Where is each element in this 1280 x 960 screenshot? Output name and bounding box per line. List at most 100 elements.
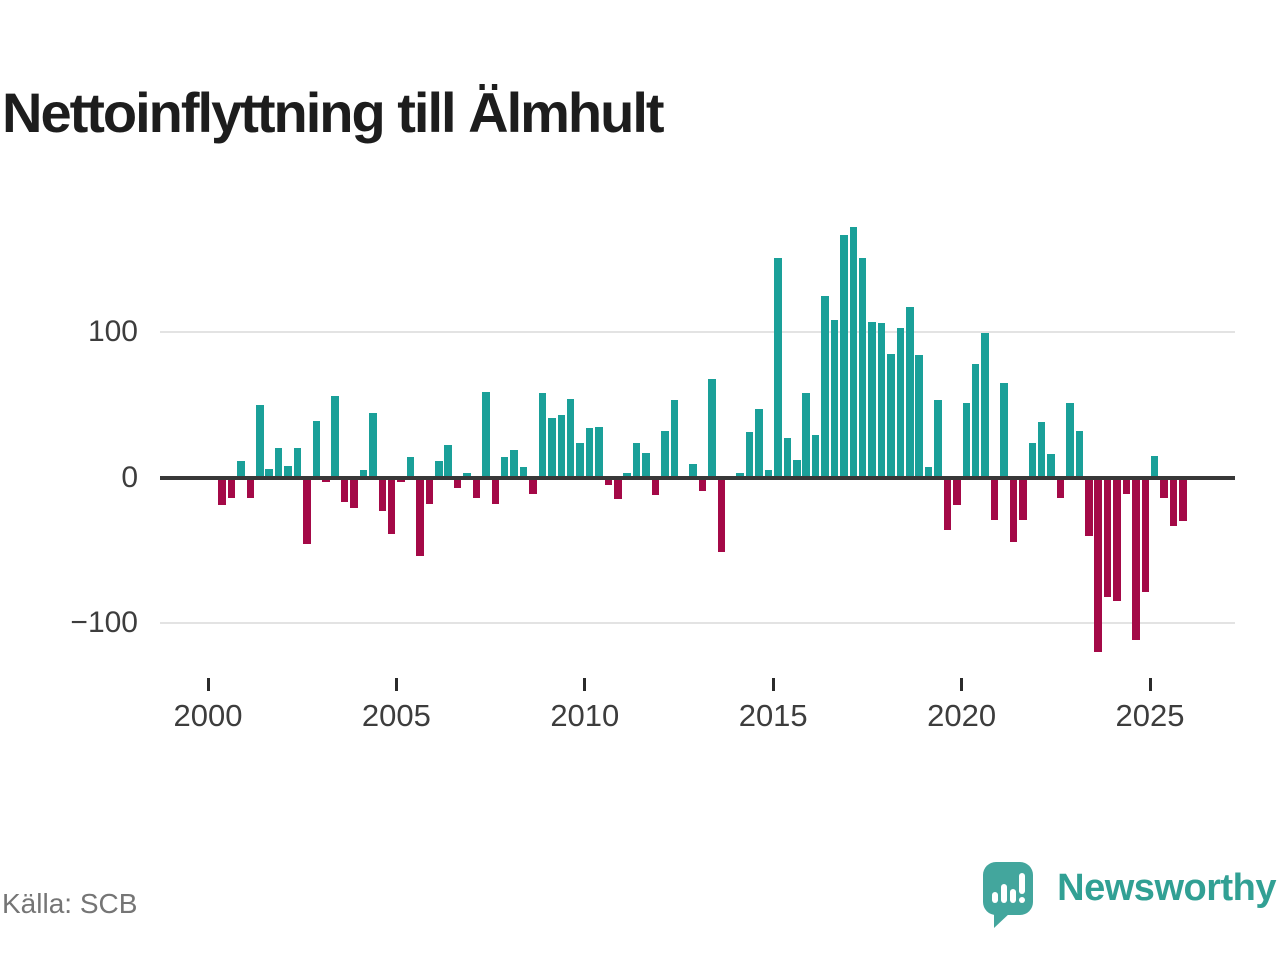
y-tick-label-0: 0 [121, 460, 138, 494]
bar-2005-Q3 [416, 477, 424, 557]
bar-2013-Q3 [717, 477, 726, 552]
bar-2001-Q1 [246, 477, 255, 498]
logo-bubble-shape [983, 861, 1034, 915]
bar-2009-Q4 [576, 442, 584, 478]
bar-2022-Q3 [1056, 477, 1065, 498]
x-tick-label-2005: 2005 [361, 698, 431, 733]
bar-2016-Q1 [811, 435, 820, 478]
bar-2023-Q2 [1085, 477, 1093, 536]
x-tick-label-2010: 2010 [550, 698, 620, 733]
bar-2004-Q1 [359, 470, 368, 478]
bar-2022-Q1 [1037, 422, 1046, 478]
bar-2005-Q4 [425, 477, 434, 504]
bar-2008-Q3 [529, 477, 537, 494]
bar-2011-Q4 [651, 477, 660, 495]
x-tick-2015 [771, 678, 775, 691]
bar-2018-Q1 [887, 353, 895, 478]
bar-2023-Q1 [1075, 430, 1084, 478]
bar-2024-Q4 [1141, 477, 1150, 593]
bar-2022-Q2 [1047, 454, 1055, 478]
bar-2006-Q1 [435, 461, 443, 478]
bar-2006-Q4 [463, 473, 471, 478]
bar-2000-Q2 [218, 477, 226, 506]
bar-2010-Q4 [614, 477, 622, 500]
bar-2017-Q2 [858, 257, 867, 478]
bar-2025-Q2 [1160, 477, 1168, 498]
x-tick-label-2015: 2015 [738, 698, 808, 733]
bar-2003-Q4 [350, 477, 358, 509]
bar-2012-Q2 [670, 400, 679, 478]
bar-2008-Q4 [538, 393, 547, 478]
bar-2025-Q3 [1169, 477, 1178, 526]
x-tick-2020 [960, 678, 964, 691]
bar-2001-Q3 [265, 468, 273, 478]
bar-2015-Q1 [774, 257, 782, 478]
bar-2003-Q2 [331, 396, 339, 478]
bar-2024-Q3 [1132, 477, 1140, 641]
bar-2004-Q2 [369, 413, 377, 478]
bar-2006-Q2 [444, 445, 452, 478]
bar-2018-Q4 [915, 355, 923, 478]
bar-2024-Q2 [1122, 477, 1131, 494]
bar-2006-Q3 [453, 477, 462, 488]
bar-2012-Q4 [689, 464, 697, 478]
bar-2014-Q2 [745, 432, 754, 478]
gridline-y-100 [160, 331, 1235, 333]
bar-2011-Q2 [632, 442, 641, 478]
source-note: Källa: SCB [2, 888, 138, 919]
bar-2017-Q4 [877, 323, 886, 478]
bar-2019-Q4 [953, 477, 961, 506]
bar-2009-Q2 [557, 414, 565, 478]
bar-2021-Q1 [1000, 382, 1008, 478]
x-tick-2025 [1148, 678, 1152, 691]
bar-2003-Q1 [322, 477, 330, 482]
bar-2016-Q4 [840, 234, 848, 478]
bar-2001-Q4 [274, 448, 283, 478]
bar-2023-Q4 [1103, 477, 1112, 597]
x-tick-label-2020: 2020 [927, 698, 997, 733]
y-tick-label--100: −100 [70, 606, 138, 639]
bar-2000-Q4 [237, 461, 245, 478]
bar-2007-Q1 [472, 477, 481, 498]
bar-2003-Q3 [340, 477, 349, 503]
bar-2005-Q2 [406, 457, 415, 478]
newsworthy-bubble-chart-icon [983, 861, 1034, 928]
logo-exclamation-line [1018, 872, 1025, 894]
bar-2019-Q1 [924, 467, 933, 478]
bar-2021-Q2 [1009, 477, 1018, 542]
bar-2013-Q2 [708, 378, 716, 478]
bar-2015-Q4 [802, 393, 810, 478]
bar-2011-Q3 [642, 452, 650, 478]
bar-2024-Q1 [1113, 477, 1121, 602]
zero-axis-line [160, 475, 1235, 480]
bar-2010-Q3 [604, 477, 613, 485]
bar-2009-Q1 [548, 417, 556, 478]
bar-2020-Q1 [962, 403, 971, 478]
logo-bar-small [991, 891, 998, 903]
plot-area: 2000 2005 2010 2015 2020 2025 [160, 150, 1235, 733]
logo-bubble-tail [994, 911, 1012, 928]
newsworthy-logo: Newsworthy [983, 858, 1276, 928]
x-tick-2000 [206, 678, 210, 691]
bar-2007-Q3 [491, 477, 500, 504]
bar-2004-Q4 [387, 477, 396, 535]
logo-exclamation-icon [1018, 872, 1025, 903]
bar-2025-Q1 [1150, 455, 1159, 478]
bar-2010-Q2 [595, 426, 603, 478]
logo-exclamation-dot [1018, 896, 1025, 903]
bar-2023-Q3 [1094, 477, 1102, 653]
bar-2014-Q4 [764, 470, 773, 478]
bar-2017-Q3 [868, 321, 876, 478]
bar-2017-Q1 [849, 227, 858, 478]
bar-2007-Q2 [482, 391, 490, 478]
bar-2018-Q2 [896, 327, 905, 478]
bar-2002-Q3 [303, 477, 311, 545]
bar-2015-Q2 [783, 438, 792, 478]
bar-2015-Q3 [793, 460, 801, 478]
bar-2018-Q3 [906, 307, 914, 478]
x-tick-2010 [583, 678, 587, 691]
bar-2014-Q3 [755, 409, 763, 478]
bar-2002-Q4 [312, 420, 321, 478]
bar-2020-Q3 [981, 333, 989, 478]
bar-2016-Q2 [821, 295, 829, 478]
